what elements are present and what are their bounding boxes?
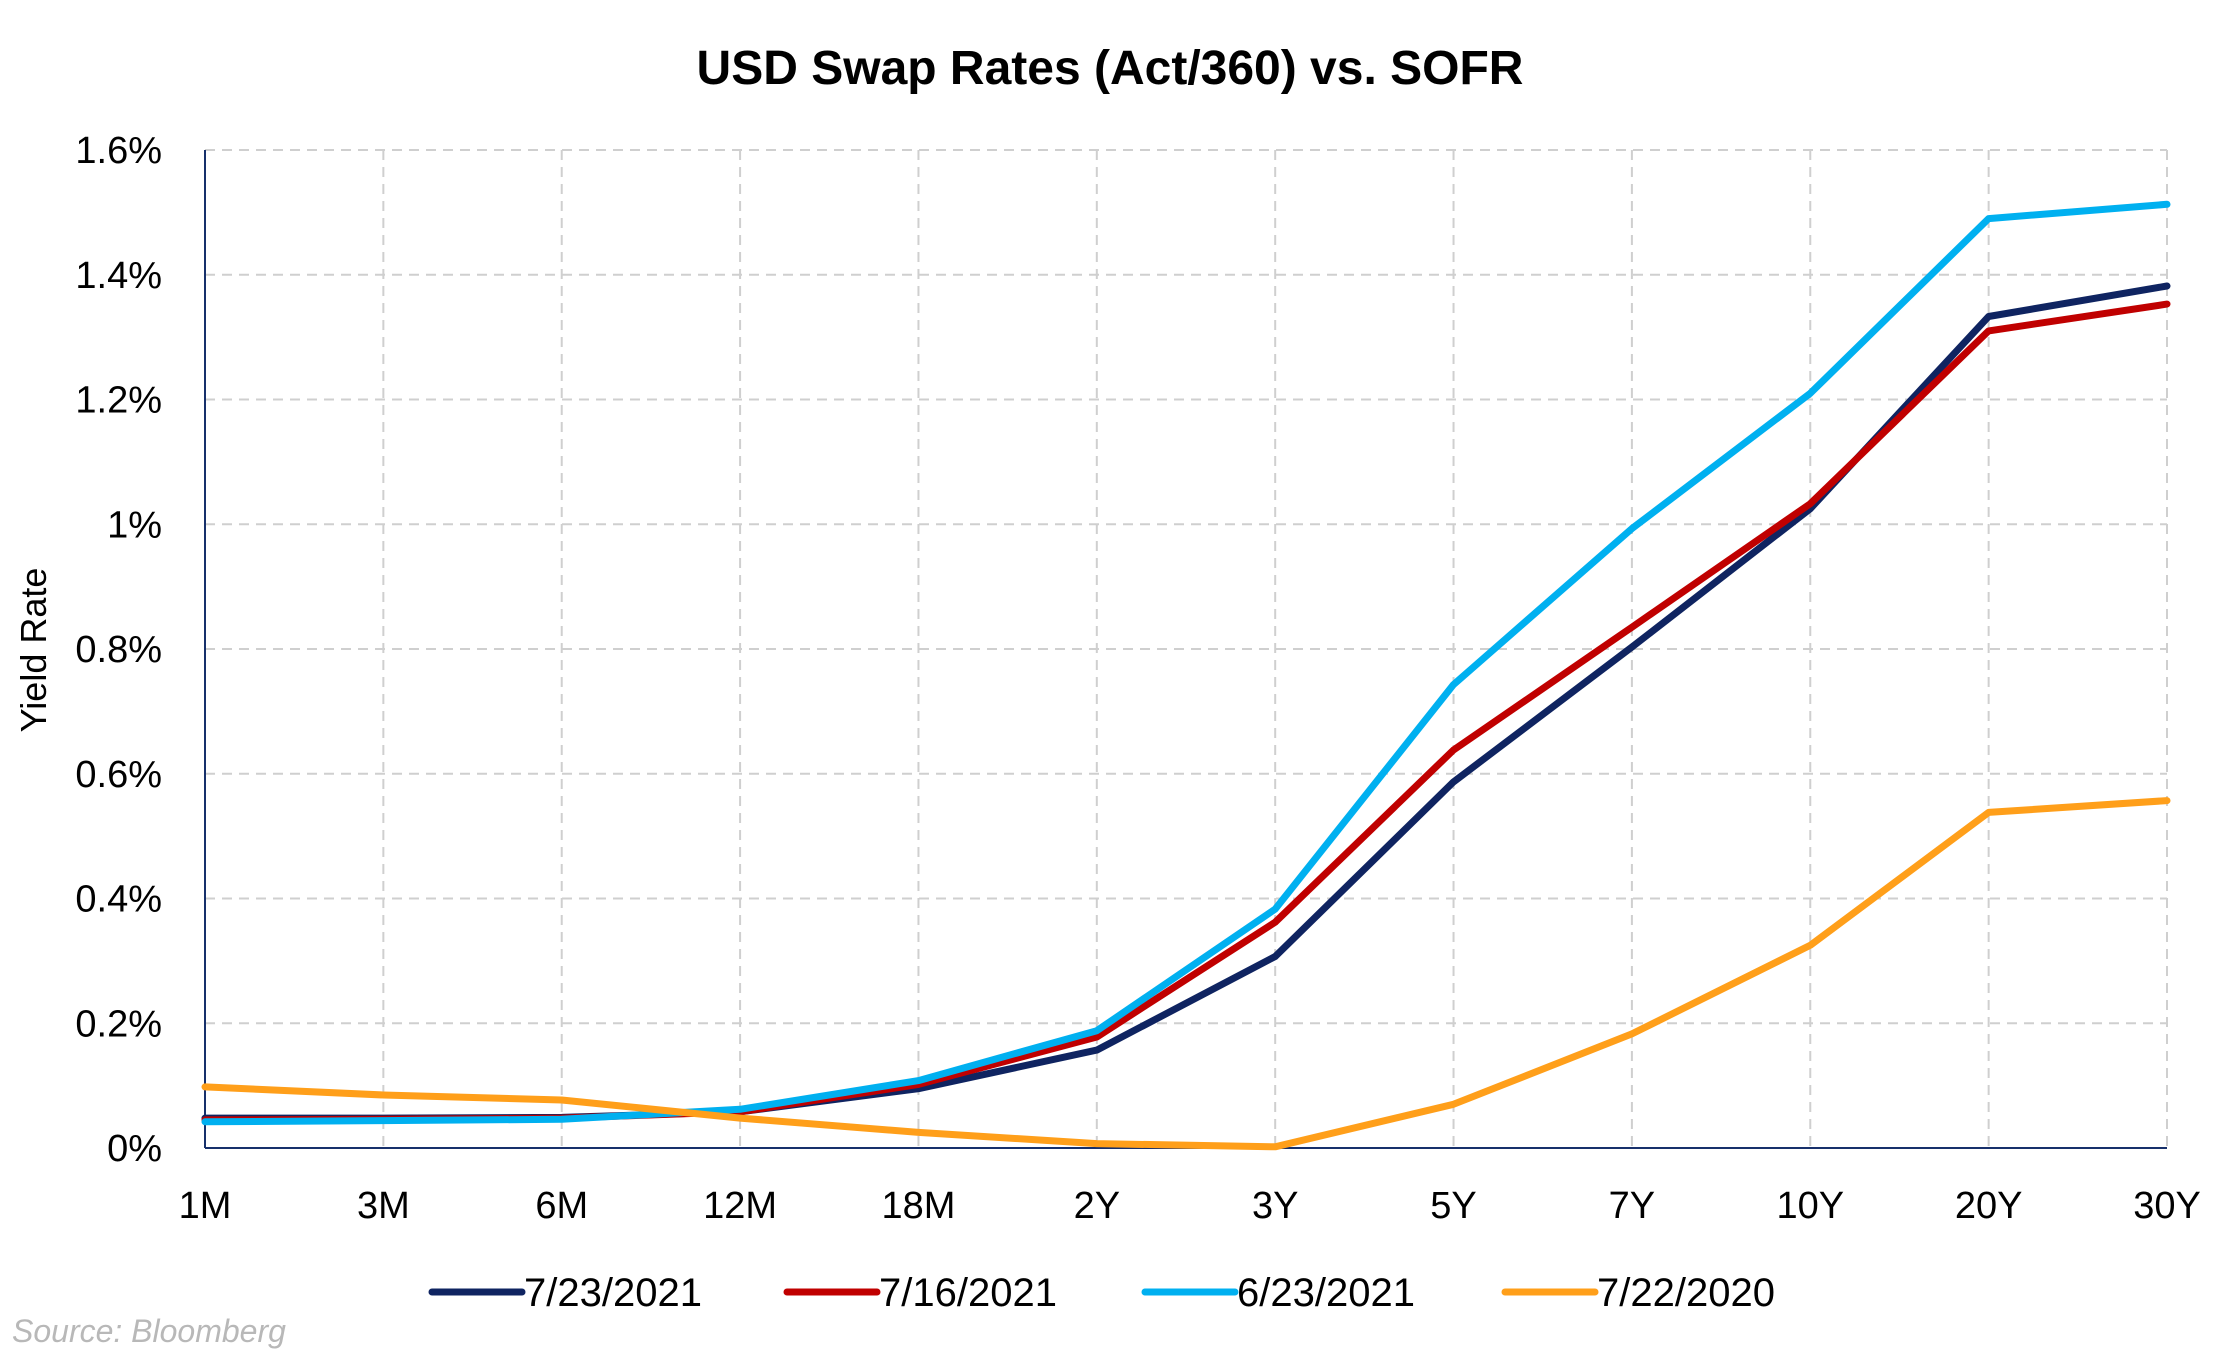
source-note: Source: Bloomberg xyxy=(12,1313,286,1349)
series-line-0 xyxy=(201,282,2171,1122)
y-tick-label: 1.4% xyxy=(75,255,162,297)
legend-label: 7/23/2021 xyxy=(524,1271,702,1315)
y-tick-label: 0% xyxy=(107,1128,162,1170)
x-tick-label: 12M xyxy=(703,1185,777,1227)
y-tick-label: 0.8% xyxy=(75,629,162,671)
y-tick-labels: 0% 0.2% 0.4% 0.6% 0.8% 1% 1.2% 1.4% 1.6% xyxy=(75,130,162,1170)
y-tick-label: 1% xyxy=(107,504,162,546)
y-axis-label: Yield Rate xyxy=(13,568,54,733)
y-tick-label: 1.2% xyxy=(75,380,162,422)
x-tick-labels: 1M 3M 6M 12M 18M 2Y 3Y 5Y 7Y 10Y 20Y 30Y xyxy=(179,1185,2201,1227)
x-tick-label: 20Y xyxy=(1955,1185,2023,1227)
x-tick-label: 3M xyxy=(357,1185,410,1227)
series-line-1 xyxy=(201,300,2171,1124)
legend-label: 7/16/2021 xyxy=(879,1271,1057,1315)
y-tick-label: 0.2% xyxy=(75,1003,162,1045)
y-tick-label: 0.4% xyxy=(75,879,162,921)
legend: 7/23/2021 7/16/2021 6/23/2021 7/22/2020 xyxy=(428,1271,1775,1315)
x-tick-label: 18M xyxy=(881,1185,955,1227)
x-tick-label: 2Y xyxy=(1074,1185,1120,1227)
x-tick-label: 7Y xyxy=(1609,1185,1655,1227)
x-tick-label: 5Y xyxy=(1430,1185,1476,1227)
x-tick-label: 3Y xyxy=(1252,1185,1298,1227)
x-tick-label: 30Y xyxy=(2133,1185,2201,1227)
x-tick-label: 1M xyxy=(179,1185,232,1227)
x-tick-label: 10Y xyxy=(1776,1185,1844,1227)
x-tick-label: 6M xyxy=(535,1185,588,1227)
chart-title: USD Swap Rates (Act/360) vs. SOFR xyxy=(697,42,1524,95)
y-tick-label: 0.6% xyxy=(75,754,162,796)
series-line-2 xyxy=(201,200,2171,1126)
series-line-3 xyxy=(201,797,2171,1151)
legend-label: 6/23/2021 xyxy=(1237,1271,1415,1315)
legend-label: 7/22/2020 xyxy=(1597,1271,1775,1315)
series-lines xyxy=(201,200,2171,1151)
grid xyxy=(205,149,2168,1148)
y-tick-label: 1.6% xyxy=(75,130,162,172)
